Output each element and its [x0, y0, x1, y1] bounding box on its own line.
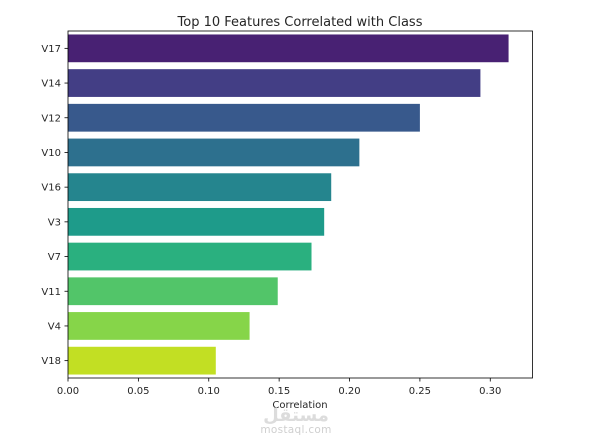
y-axis: V17 V14 V12 V10 V16 V3 V7 V11 V4 V18 [41, 44, 68, 367]
x-tick-label: 0.15 [268, 386, 290, 397]
bar-v18 [68, 346, 216, 375]
bar-v11 [68, 277, 278, 306]
y-tick-label: V7 [48, 252, 61, 263]
bar-v10 [68, 138, 360, 167]
plot-frame [67, 30, 533, 379]
x-tick-label: 0.20 [338, 386, 360, 397]
x-tick-label: 0.30 [479, 386, 501, 397]
x-tick-label: 0.10 [198, 386, 220, 397]
y-tick-label: V17 [41, 44, 61, 55]
bar-v16 [68, 173, 332, 202]
y-tick-label: V4 [48, 321, 61, 332]
y-tick-label: V3 [48, 217, 61, 228]
bar-v3 [68, 207, 325, 236]
y-tick-label: V11 [41, 287, 61, 298]
y-tick-label: V14 [41, 79, 61, 90]
bar-v7 [68, 242, 312, 271]
x-tick-label: 0.25 [409, 386, 431, 397]
y-tick-label: V12 [41, 113, 61, 124]
x-tick-label: 0.05 [127, 386, 149, 397]
y-tick-label: V18 [41, 356, 61, 367]
chart-title: Top 10 Features Correlated with Class [177, 15, 423, 30]
x-axis-label: Correlation [272, 400, 327, 411]
y-tick-label: V10 [41, 148, 61, 159]
bar-v4 [68, 312, 250, 340]
bar-v12 [68, 103, 420, 132]
x-tick-label: 0.00 [57, 386, 79, 397]
bar-v14 [68, 69, 481, 97]
bar-v17 [68, 34, 509, 63]
watermark-domain: mostaql.com [260, 424, 331, 436]
x-axis: 0.00 0.05 0.10 0.15 0.20 0.25 0.30 [57, 378, 501, 397]
watermark-logo-text: مستقل [263, 405, 329, 426]
y-tick-label: V16 [41, 183, 61, 194]
bars-group [68, 34, 509, 375]
